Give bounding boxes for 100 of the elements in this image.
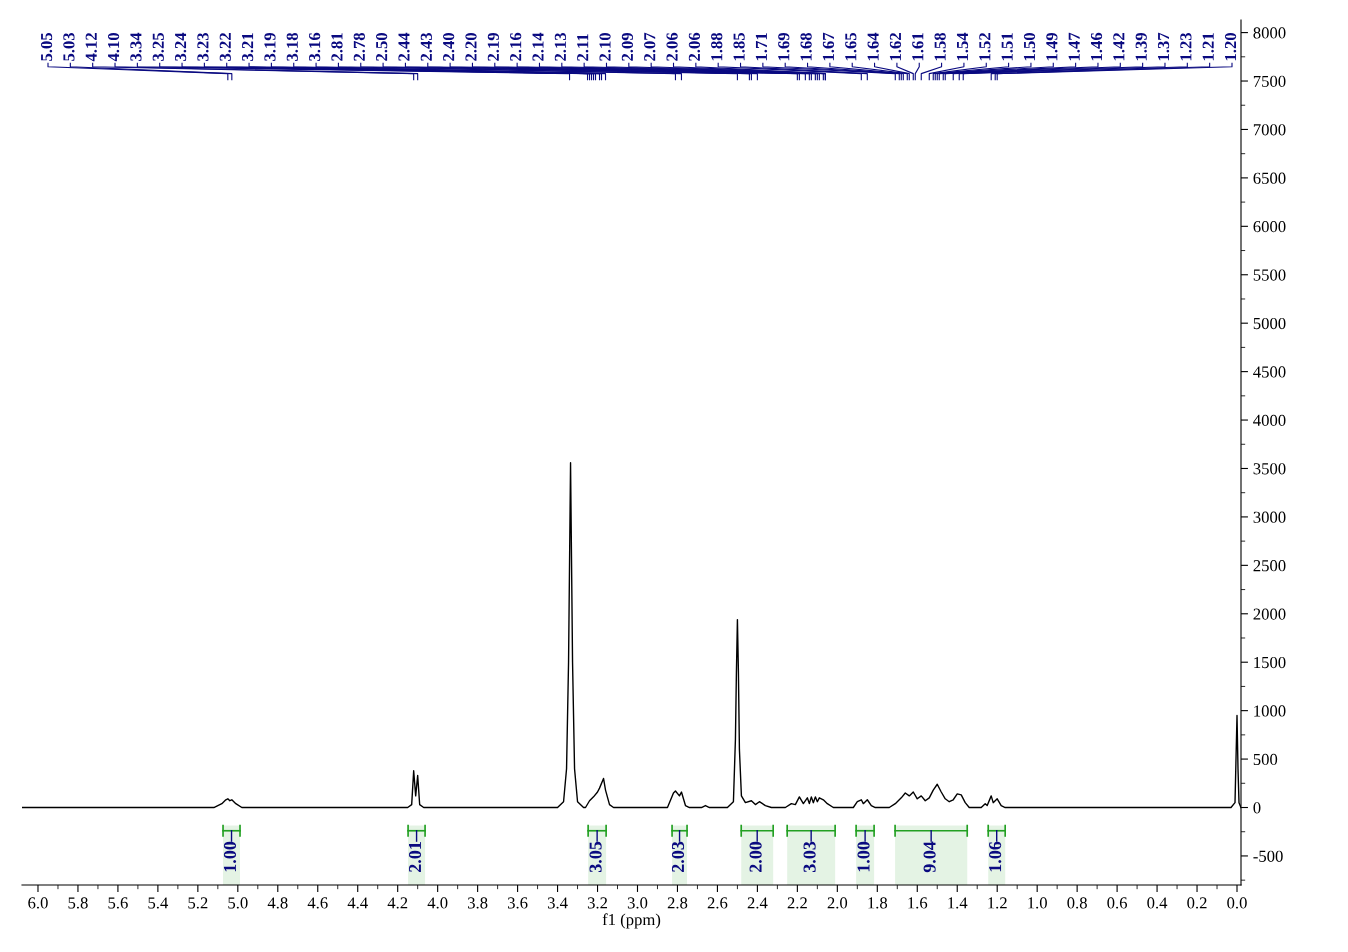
x-tick-label: 1.6: [908, 897, 928, 909]
x-tick-label: 5.6: [108, 897, 128, 909]
annotation: 1.42: [1113, 33, 1125, 61]
annotation: 2.50: [376, 32, 388, 61]
x-tick-label: 6.0: [28, 897, 48, 909]
x-tick-label: 1.4: [948, 897, 968, 909]
annotation: 1.58: [934, 32, 946, 61]
x-tick-label: 0.2: [1187, 897, 1207, 909]
annotation: 3.21: [242, 33, 254, 61]
x-tick-label: 3.0: [627, 897, 648, 909]
band-label: 9.04: [923, 841, 936, 873]
x-tick-label: 2.6: [707, 897, 728, 909]
band-label: 1.06: [989, 841, 1002, 872]
annotation: 1.68: [800, 32, 812, 61]
annotation: 3.18: [286, 32, 298, 61]
annotation: 1.62: [889, 33, 902, 61]
y-tick-label: 5000: [1253, 317, 1286, 330]
annotation: 2.06: [666, 32, 678, 61]
annotation: 1.47: [1068, 32, 1080, 61]
annotation: 2.13: [554, 32, 567, 61]
y-tick-label: 1500: [1254, 656, 1286, 669]
y-tick-label: 6000: [1253, 221, 1286, 233]
x-tick-label: 3.2: [587, 897, 608, 909]
y-tick-label: 5500: [1253, 269, 1286, 281]
x-tick-label: 3.6: [507, 897, 528, 909]
y-tick-label: 8000: [1253, 27, 1286, 39]
annotation: 2.16: [510, 32, 522, 61]
annotation: 2.06: [688, 32, 701, 61]
x-axis-title: f1 (ppm): [602, 913, 661, 929]
x-tick-label: 5.4: [148, 897, 169, 909]
annotation: 2.14: [532, 32, 544, 61]
annotation: 2.44: [398, 32, 410, 61]
x-tick-label: 5.2: [188, 897, 208, 909]
x-tick-label: 0.6: [1107, 897, 1128, 909]
annotation: 3.19: [264, 32, 276, 61]
x-tick-label: 5.8: [68, 897, 88, 909]
y-tick-label: 1000: [1254, 705, 1286, 717]
x-tick-label: 4.6: [307, 897, 328, 909]
annotation: 3.16: [309, 32, 321, 61]
annotation: 1.23: [1180, 32, 1192, 61]
annotation: 2.20: [465, 32, 477, 61]
annotation: 1.69: [778, 32, 790, 61]
y-tick-label: 3000: [1253, 511, 1286, 523]
annotation: 1.54: [956, 32, 969, 61]
x-tick-label: 4.8: [267, 897, 288, 909]
y-tick-label: 500: [1253, 753, 1278, 766]
annotation: 1.85: [733, 32, 745, 61]
annotation: 3.23: [197, 32, 209, 61]
annotation: 2.10: [599, 32, 611, 61]
annotation: 1.65: [845, 32, 857, 61]
annotation: 2.78: [353, 32, 365, 61]
x-tick-label: 3.4: [547, 897, 568, 909]
x-tick-label: 3.8: [468, 897, 488, 909]
annotation: 3.34: [130, 32, 142, 61]
annotation: 3.22: [219, 33, 231, 61]
annotation: 2.11: [577, 34, 589, 61]
annotation: 1.50: [1023, 32, 1036, 61]
band-label: 3.03: [803, 841, 816, 873]
x-tick-label: 2.2: [787, 897, 807, 909]
annotation: 3.24: [175, 32, 187, 61]
band-label: 1.00: [223, 841, 237, 872]
annotation: 2.07: [644, 32, 656, 61]
y-tick-label: 2000: [1253, 608, 1286, 620]
annotation: 5.05: [40, 32, 53, 61]
x-tick-label: 0.0: [1227, 897, 1247, 909]
annotation: 1.51: [1001, 33, 1013, 61]
x-tick-label: 1.0: [1028, 897, 1047, 909]
band-label: 3.05: [589, 841, 602, 873]
annotation: 1.20: [1224, 32, 1237, 61]
y-tick-label: 6500: [1253, 172, 1286, 184]
annotation: 2.43: [420, 32, 433, 61]
annotation: 1.21: [1202, 33, 1214, 61]
x-tick-label: 2.0: [827, 897, 848, 909]
annotation: 1.52: [979, 33, 991, 61]
band-label: 1.00: [857, 841, 870, 872]
annotation: 1.71: [755, 33, 768, 61]
y-tick-label: 3500: [1253, 463, 1286, 475]
annotation: 1.67: [822, 32, 835, 61]
y-tick-label: 7000: [1253, 124, 1286, 136]
annotation: 2.81: [331, 33, 343, 61]
band-label: 2.00: [749, 841, 762, 872]
annotation: 4.10: [107, 32, 120, 62]
y-tick-label: 0: [1253, 802, 1261, 814]
x-tick-label: 4.4: [347, 897, 368, 909]
annotation: 1.88: [711, 32, 723, 61]
annotation: 1.61: [912, 33, 924, 61]
x-tick-label: 2.8: [667, 897, 688, 909]
annotation: 2.19: [487, 32, 500, 61]
x-tick-label: 4.2: [387, 897, 408, 909]
annotation: 1.49: [1046, 32, 1058, 61]
y-tick-label: 4000: [1253, 414, 1286, 426]
x-tick-label: 1.2: [988, 897, 1007, 909]
x-tick-label: 2.4: [747, 897, 768, 909]
annotation: 2.09: [621, 32, 634, 61]
annotation: 1.37: [1157, 32, 1170, 61]
y-tick-label: 7500: [1253, 75, 1286, 87]
annotation: 2.40: [443, 32, 455, 61]
band-label: 2.01: [408, 842, 422, 872]
x-tick-label: 1.8: [868, 897, 888, 909]
annotation: 1.39: [1135, 32, 1147, 61]
